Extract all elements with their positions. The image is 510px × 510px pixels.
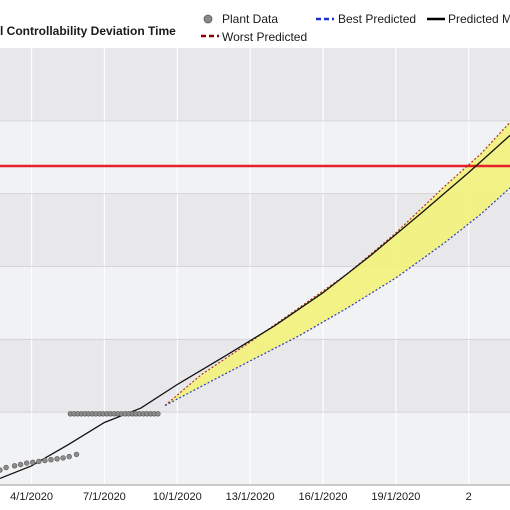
legend-item-plant-data: Plant Data [203,12,278,26]
legend-label-predicted: Predicted M [448,12,510,26]
legend-item-best-predicted: Best Predicted [316,12,416,26]
x-tick-label: 16/1/2020 [299,491,348,503]
plant-data-point [3,464,9,471]
prediction-band [165,122,510,406]
x-tick-label: 13/1/2020 [226,491,275,503]
x-tick-label: 4/1/2020 [10,491,53,503]
legend-item-worst-predicted: Worst Predicted [201,30,307,44]
background-band [0,48,510,121]
plant-data-point [17,461,24,468]
legend-item-predicted: Predicted M [427,12,510,26]
plant-data-point [0,467,3,473]
legend-label-best-predicted: Best Predicted [338,12,416,26]
predicted-line [0,134,510,480]
x-tick-label: 2 [466,491,472,503]
legend-label-plant-data: Plant Data [222,12,278,26]
plant-data-point [54,456,60,462]
plant-data-point [36,458,42,465]
plant-data-point [42,457,48,464]
plant-data-point [66,453,72,460]
legend-label-worst-predicted: Worst Predicted [222,30,307,44]
background-band [0,266,510,340]
plant-data-point [73,451,80,458]
plot-area [0,48,510,486]
x-tick-labels: 4/1/2020 7/1/2020 10/1/2020 13/1/2020 16/1/2… [10,491,472,503]
x-tick-label: 19/1/2020 [371,491,420,503]
plant-data-point [30,459,36,465]
plant-data-point [11,463,18,469]
background-band [0,412,510,485]
x-tick-label: 7/1/2020 [83,491,126,503]
plant-data-point [48,457,54,463]
plant-data-point [155,411,161,417]
background-band [0,120,510,194]
x-tick-label: 10/1/2020 [153,491,202,503]
title-legend-box [0,10,510,46]
plant-data-point [24,460,30,466]
legend: Plant Data Best Predicted Predicted M Wo… [201,12,510,44]
legend-marker-plant-data [203,14,213,24]
chart-title: l Controllability Deviation Time [0,24,176,38]
plant-data-point [60,455,66,461]
